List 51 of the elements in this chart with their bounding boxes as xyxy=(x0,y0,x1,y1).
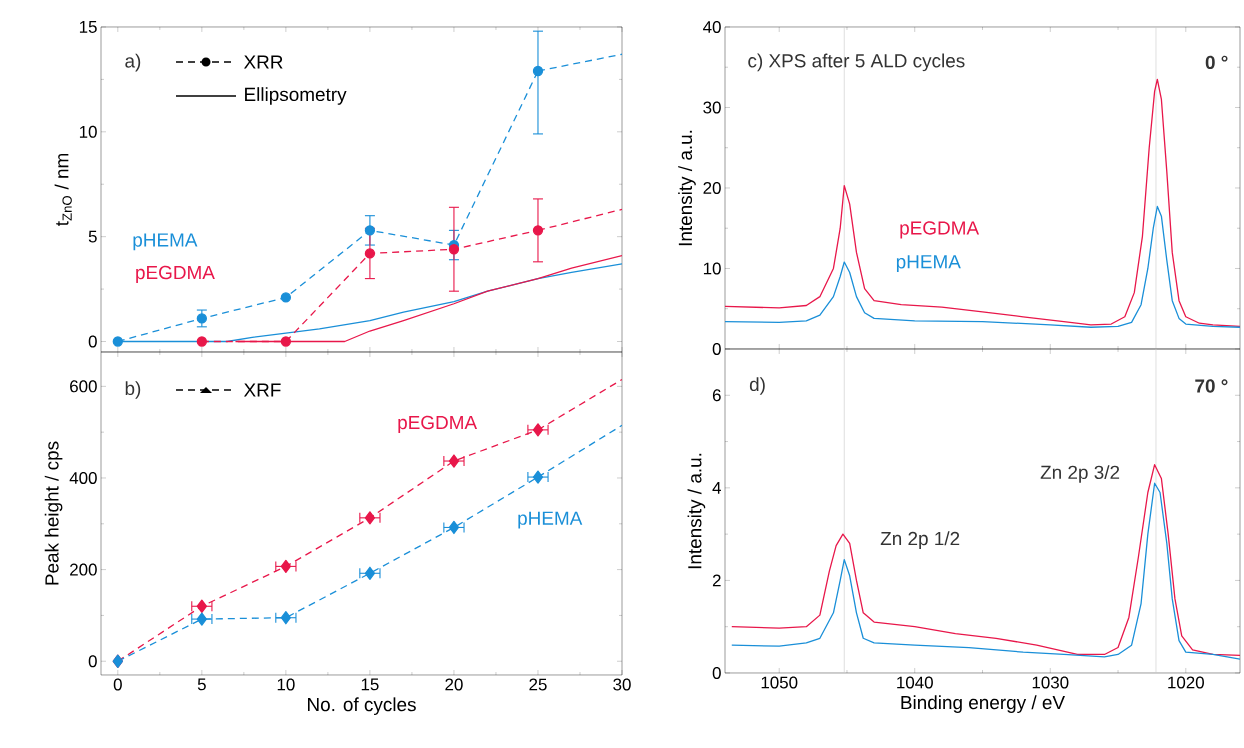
y-tick-label: 4 xyxy=(712,482,721,494)
x-tick-label: 1050 xyxy=(761,676,798,689)
x-tick-label: 0 xyxy=(113,678,122,691)
y-tick-label: 40 xyxy=(703,20,721,33)
annotation: 70 ° xyxy=(1195,379,1228,393)
x-tick-label: 25 xyxy=(529,678,547,691)
annotation: a) xyxy=(125,53,141,72)
x-axis-title: No. of cycles xyxy=(308,697,416,715)
annotation: XRR xyxy=(243,55,283,69)
series-label: pEGDMA xyxy=(398,415,478,433)
y-tick-label: 0 xyxy=(712,342,721,355)
y-tick-label: 10 xyxy=(703,262,721,275)
y-axis-title: Peak height / cps xyxy=(44,441,63,585)
x-tick-label: 5 xyxy=(197,678,206,691)
annotation: c) XPS after 5 ALD cycles xyxy=(748,53,965,72)
y-tick-label: 2 xyxy=(712,574,721,587)
y-axis-title: Intensity / a.u. xyxy=(678,130,696,246)
annotation: Zn 2p 3/2 xyxy=(1040,465,1120,483)
y-tick-label: 600 xyxy=(70,380,97,393)
x-tick-label: 1040 xyxy=(897,676,933,689)
x-tick-label: 10 xyxy=(277,678,295,691)
y-tick-label: 5 xyxy=(88,230,97,243)
x-tick-label: 30 xyxy=(613,678,631,691)
y-axis-title: t$_{ZnO}$ / nm xyxy=(54,153,72,226)
annotation: b) xyxy=(125,381,141,399)
y-tick-label: 20 xyxy=(703,181,721,194)
y-tick-label: 6 xyxy=(712,389,721,402)
y-tick-label: 10 xyxy=(79,125,97,138)
x-tick-label: 20 xyxy=(445,678,463,691)
x-tick-label: 1020 xyxy=(1168,676,1204,689)
y-tick-label: 30 xyxy=(703,101,721,114)
y-tick-label: 0 xyxy=(88,655,97,668)
annotation: XRF xyxy=(243,383,281,397)
x-tick-label: 15 xyxy=(361,678,379,691)
annotation: d) xyxy=(749,377,765,395)
annotation: Ellipsometry xyxy=(245,87,347,105)
annotation: Zn 2p 1/2 xyxy=(880,531,960,549)
y-tick-label: 0 xyxy=(88,335,97,348)
y-tick-label: 400 xyxy=(69,471,97,484)
y-tick-label: 0 xyxy=(712,666,721,679)
text: pHEMA xyxy=(896,255,961,273)
text: pEGDMA xyxy=(136,265,215,283)
y-tick-label: 200 xyxy=(70,563,97,576)
y-tick-label: 15 xyxy=(79,21,97,33)
x-tick-label: 1030 xyxy=(1032,676,1069,689)
text: pEGDMA xyxy=(900,221,980,239)
x-axis-title: Binding energy / eV xyxy=(901,695,1065,713)
text: pHEMA xyxy=(133,233,198,251)
annotation: 0 ° xyxy=(1205,55,1228,70)
y-axis-title: Intensity / a.u. xyxy=(687,453,706,569)
series-label: pHEMA xyxy=(518,511,583,529)
